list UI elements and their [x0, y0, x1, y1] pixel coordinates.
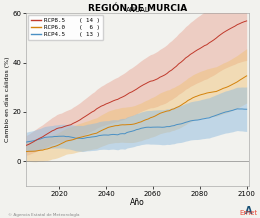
Title: REGIÓN DE MURCIA: REGIÓN DE MURCIA: [88, 4, 187, 13]
Y-axis label: Cambio en días cálidos (%): Cambio en días cálidos (%): [4, 57, 10, 142]
Text: Emet: Emet: [239, 210, 257, 216]
Text: ANUAL: ANUAL: [126, 7, 150, 13]
Legend: RCP8.5    ( 14 ), RCP6.0    (  6 ), RCP4.5    ( 13 ): RCP8.5 ( 14 ), RCP6.0 ( 6 ), RCP4.5 ( 13…: [28, 15, 103, 40]
Text: A: A: [245, 206, 252, 216]
X-axis label: Año: Año: [130, 198, 145, 207]
Text: © Agencia Estatal de Meteorología: © Agencia Estatal de Meteorología: [8, 213, 79, 217]
